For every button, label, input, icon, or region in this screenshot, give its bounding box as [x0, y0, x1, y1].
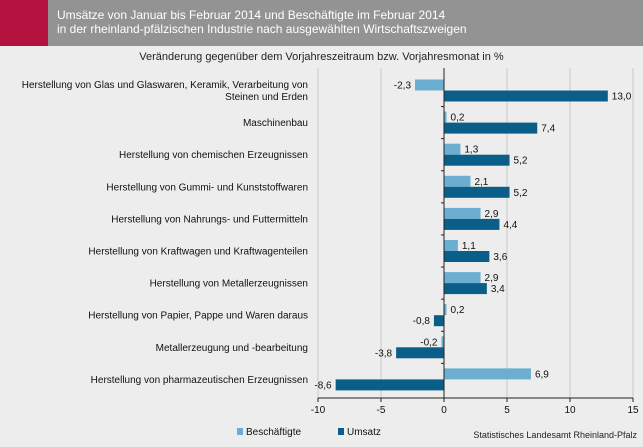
bar-beschaeftigte: [444, 143, 461, 155]
category-label: Herstellung von Glas und Glaswaren, Kera…: [22, 80, 308, 103]
bar-beschaeftigte: [444, 175, 471, 187]
category-label: Herstellung von Metallerzeugnissen: [150, 279, 308, 290]
category-label-line: Herstellung von Nahrungs- und Futtermitt…: [111, 214, 308, 225]
category-label-line: Metallerzeugung und -bearbeitung: [156, 343, 308, 354]
category-label: Metallerzeugung und -bearbeitung: [156, 343, 308, 354]
category-label: Herstellung von chemischen Erzeugnissen: [119, 150, 308, 161]
bar-umsatz: [444, 186, 510, 198]
legend-label-beschaeftigte: Beschäftigte: [246, 427, 301, 438]
data-label-beschaeftigte: -2,3: [394, 81, 412, 92]
bar-beschaeftigte: [444, 304, 447, 316]
data-label-beschaeftigte: 0,2: [451, 113, 465, 124]
bar-umsatz: [444, 154, 510, 166]
bar-umsatz: [396, 347, 444, 359]
category-label: Herstellung von Kraftwagen und Kraftwage…: [88, 247, 308, 258]
category-label-line: Herstellung von pharmazeutischen Erzeugn…: [91, 375, 308, 386]
data-label-beschaeftigte: -0,2: [420, 337, 438, 348]
bar-umsatz: [444, 283, 487, 295]
bar-umsatz: [335, 379, 444, 391]
x-tick-label: 15: [627, 405, 639, 416]
legend-swatch-beschaeftigte: [237, 428, 243, 435]
bar-beschaeftigte: [444, 111, 447, 123]
bar-beschaeftigte: [441, 336, 444, 348]
data-label-beschaeftigte: 6,9: [535, 369, 549, 380]
chart-subtitle: Veränderung gegenüber dem Vorjahreszeitr…: [139, 51, 504, 63]
category-label-line: Herstellung von Metallerzeugnissen: [150, 279, 308, 290]
data-label-umsatz: 3,6: [493, 252, 507, 263]
category-label-line: Herstellung von Glas und Glaswaren, Kera…: [22, 80, 308, 91]
data-label-umsatz: 7,4: [541, 124, 555, 135]
data-label-beschaeftigte: 0,2: [451, 305, 465, 316]
bar-beschaeftigte: [444, 240, 458, 251]
bar-umsatz: [444, 218, 500, 230]
data-label-umsatz: -3,8: [375, 348, 393, 359]
chart-title-line-2: in der rheinland-pfälzischen Industrie n…: [57, 22, 467, 36]
category-label: Herstellung von Gummi- und Kunststoffwar…: [106, 182, 308, 193]
data-label-umsatz: 4,4: [503, 220, 517, 231]
category-label: Herstellung von Papier, Pappe und Waren …: [88, 311, 308, 322]
data-label-umsatz: 13,0: [612, 92, 632, 103]
data-label-beschaeftigte: 1,3: [464, 145, 478, 156]
bar-umsatz: [444, 251, 490, 262]
category-label-line: Herstellung von chemischen Erzeugnissen: [119, 150, 308, 161]
data-label-umsatz: -0,8: [413, 316, 431, 327]
bar-beschaeftigte: [444, 272, 481, 284]
data-label-umsatz: -8,6: [314, 380, 332, 391]
category-label: Herstellung von pharmazeutischen Erzeugn…: [91, 375, 308, 386]
x-tick-label: 5: [504, 405, 510, 416]
category-label-line: Herstellung von Kraftwagen und Kraftwage…: [88, 247, 308, 258]
category-label: Maschinenbau: [243, 118, 308, 129]
category-label-line: Maschinenbau: [243, 118, 308, 129]
category-label: Herstellung von Nahrungs- und Futtermitt…: [111, 214, 308, 225]
x-tick-label: -10: [311, 405, 326, 416]
data-label-beschaeftigte: 2,1: [474, 177, 488, 188]
legend-label-umsatz: Umsatz: [347, 427, 381, 438]
category-label-line: Steinen und Erden: [225, 92, 308, 103]
data-label-beschaeftigte: 2,9: [485, 209, 499, 220]
bar-beschaeftigte: [444, 207, 481, 219]
header-bar: [0, 0, 643, 46]
category-label-line: Herstellung von Papier, Pappe und Waren …: [88, 311, 308, 322]
x-tick-label: 10: [564, 405, 576, 416]
chart-title-line-1: Umsätze von Januar bis Februar 2014 und …: [57, 8, 446, 22]
data-label-umsatz: 5,2: [514, 156, 528, 167]
bar-umsatz: [433, 315, 444, 327]
bar-beschaeftigte: [415, 79, 444, 91]
x-tick-label: 0: [441, 405, 447, 416]
legend-swatch-umsatz: [338, 428, 344, 435]
data-label-umsatz: 3,4: [491, 284, 505, 295]
accent-block: [0, 0, 48, 46]
data-label-umsatz: 5,2: [514, 188, 528, 199]
bar-beschaeftigte: [444, 368, 531, 380]
data-label-beschaeftigte: 1,1: [462, 241, 476, 252]
category-label-line: Herstellung von Gummi- und Kunststoffwar…: [106, 182, 308, 193]
source-note: Statistisches Landesamt Rheinland-Pfalz: [473, 430, 637, 440]
data-label-beschaeftigte: 2,9: [485, 273, 499, 284]
bar-umsatz: [444, 122, 538, 134]
bar-umsatz: [444, 90, 608, 102]
x-tick-label: -5: [377, 405, 386, 416]
